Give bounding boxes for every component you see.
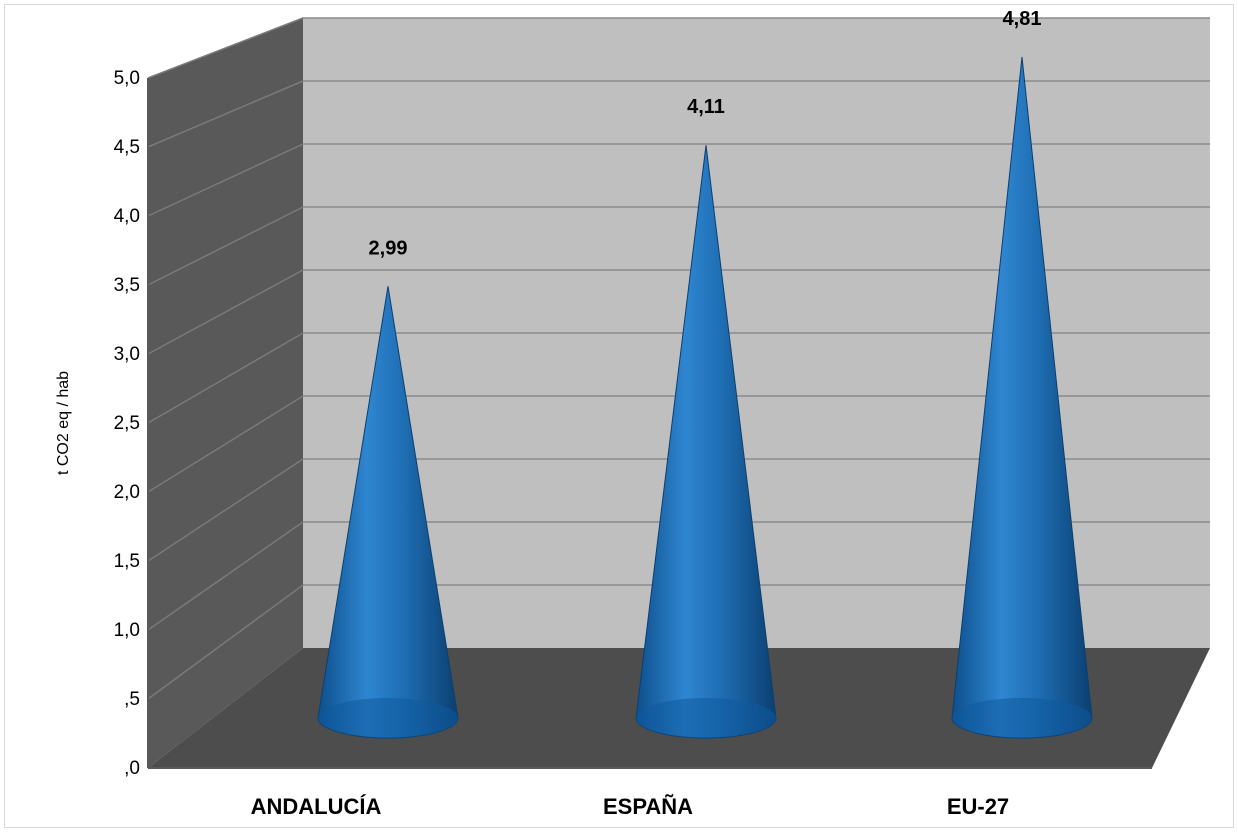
cone-2 <box>635 145 777 739</box>
data-label: 2,99 <box>369 237 408 259</box>
gridline-side <box>147 458 304 562</box>
category-label: ESPAÑA <box>603 794 693 819</box>
y-tick-label: 3,5 <box>114 275 140 296</box>
gridline-side <box>147 584 304 700</box>
gridline-side <box>147 332 304 424</box>
gridline-side <box>147 143 304 217</box>
data-label: 4,81 <box>1003 8 1042 30</box>
gridline-side <box>147 269 304 355</box>
gridline-side <box>147 395 304 493</box>
gridline-side <box>147 521 304 631</box>
y-tick-label: 2,5 <box>114 413 140 434</box>
y-tick-label: 3,0 <box>114 344 140 365</box>
y-tick-labels: ,0 ,5 1,0 1,5 2,0 2,5 3,0 3,5 4,0 4,5 5,0 <box>114 68 140 779</box>
y-tick-label: 4,0 <box>114 206 140 227</box>
y-tick-label: 5,0 <box>114 68 140 89</box>
y-tick-label: 1,5 <box>114 551 140 572</box>
y-tick-label: ,5 <box>124 689 140 710</box>
cone-3 <box>951 56 1093 739</box>
y-tick-label: 2,0 <box>114 482 140 503</box>
side-wall <box>148 18 303 768</box>
gridline-side <box>147 17 304 79</box>
category-labels: ANDALUCÍA ESPAÑA EU-27 <box>251 794 1010 819</box>
category-label: ANDALUCÍA <box>251 794 382 819</box>
y-tick-label: ,0 <box>124 758 140 779</box>
data-label: 4,11 <box>687 96 725 118</box>
y-axis-label: t CO2 eq / hab <box>55 371 72 475</box>
category-label: EU-27 <box>947 794 1009 819</box>
y-tick-label: 4,5 <box>114 137 140 158</box>
cone-1 <box>317 286 459 739</box>
gridline-side <box>147 206 304 286</box>
gridline-side <box>147 80 304 148</box>
y-tick-label: 1,0 <box>114 620 140 641</box>
cones: 2,99 4,11 4,81 <box>317 8 1093 739</box>
